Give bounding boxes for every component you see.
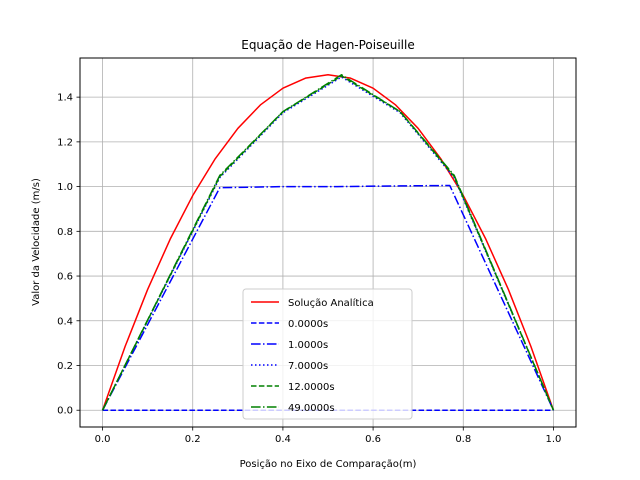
- series-line-1-0000s: [101, 184, 555, 411]
- x-tick-label: 0.0: [95, 434, 111, 445]
- legend-box: [242, 288, 413, 420]
- y-tick-label: 1.0: [57, 182, 73, 193]
- series-line-solu-o-anal-tica: [101, 74, 555, 411]
- x-tick-label: 1.0: [546, 434, 562, 445]
- legend-label: 49.0000s: [288, 403, 335, 414]
- chart-title: Equação de Hagen-Poiseuille: [241, 38, 415, 52]
- legend: Solução Analítica 0.0000s 1.0000s 7.0000s 12…: [242, 288, 413, 420]
- y-tick-label: 0.6: [57, 272, 73, 283]
- y-tick-label: 0.8: [57, 227, 73, 238]
- grid: [80, 58, 576, 427]
- legend-label: 12.0000s: [288, 382, 335, 393]
- y-tick-label: 0.4: [57, 316, 73, 327]
- x-tick-label: 0.4: [275, 434, 291, 445]
- x-axis-label: Posição no Eixo de Comparação(m): [240, 459, 417, 470]
- axis-ticks: 0.0 0.2 0.4 0.6 0.8 1.0 0.0 0.2 0.4 0.6 0.8 1.0 1.2 1…: [57, 93, 561, 445]
- legend-label: 7.0000s: [288, 361, 328, 372]
- legend-label: 0.0000s: [288, 319, 328, 330]
- legend-label: 1.0000s: [288, 340, 328, 351]
- series-lines: [101, 74, 555, 411]
- series-line-7-0000s: [101, 76, 555, 411]
- y-tick-label: 1.4: [57, 93, 73, 104]
- y-axis-label: Valor da Velocidade (m/s): [31, 178, 42, 306]
- y-tick-label: 1.2: [57, 137, 73, 148]
- plot-area-frame: [79, 57, 577, 428]
- x-tick-label: 0.8: [455, 434, 471, 445]
- y-tick-label: 0.0: [57, 406, 73, 417]
- x-tick-label: 0.2: [185, 434, 201, 445]
- x-tick-label: 0.6: [365, 434, 381, 445]
- series-line-49-0000s: [101, 74, 555, 411]
- y-tick-label: 0.2: [57, 361, 73, 372]
- legend-label: Solução Analítica: [288, 297, 374, 309]
